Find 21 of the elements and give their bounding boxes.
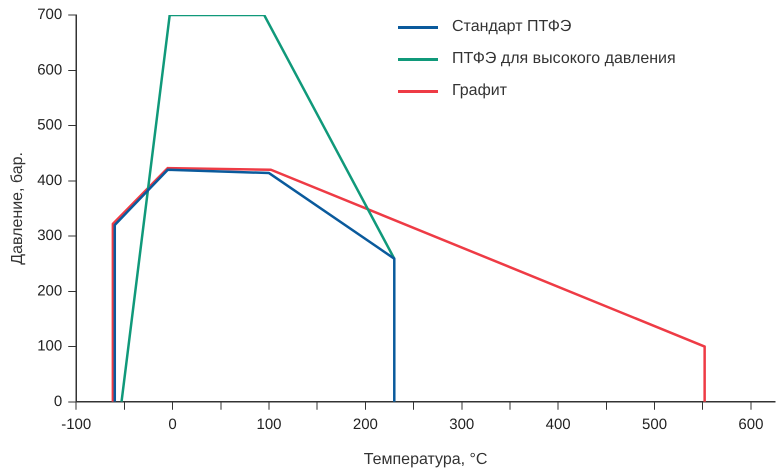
x-tick-label: -100 xyxy=(61,416,92,433)
x-tick-label: 0 xyxy=(168,416,177,433)
y-tick-label: 600 xyxy=(37,61,62,78)
y-tick-label: 500 xyxy=(37,116,62,134)
x-tick-label: 500 xyxy=(642,416,668,433)
y-tick-label: 400 xyxy=(37,172,62,189)
legend-label: Стандарт ПТФЭ xyxy=(452,18,572,36)
y-tick-label: 300 xyxy=(37,227,62,244)
y-tick-label: 700 xyxy=(37,6,62,24)
y-tick-label: 0 xyxy=(54,392,62,410)
y-tick-label: 200 xyxy=(37,282,62,300)
x-axis-title: Температура, °C xyxy=(364,450,488,468)
y-tick-label: 100 xyxy=(37,338,62,355)
legend-label: Графит xyxy=(452,82,507,100)
x-tick-label: 200 xyxy=(352,416,378,433)
x-tick-label: 100 xyxy=(256,416,282,433)
x-tick-label: 400 xyxy=(546,416,571,433)
x-tick-label: 300 xyxy=(449,416,474,433)
legend-label: ПТФЭ для высокого давления xyxy=(452,50,676,68)
x-tick-label: 600 xyxy=(738,416,764,433)
y-axis-title: Давление, бар. xyxy=(9,152,26,265)
